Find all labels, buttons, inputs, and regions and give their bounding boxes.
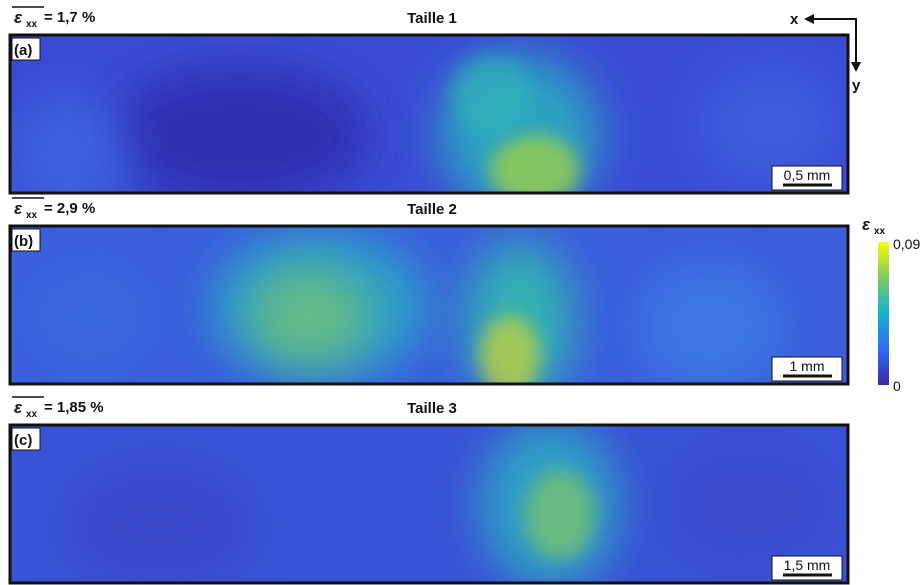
strain-region (525, 470, 595, 560)
strain-subscript: xx (26, 210, 38, 221)
colorbar-symbol: ε (862, 215, 871, 234)
strain-region (70, 465, 250, 583)
scale-label: 1,5 mm (784, 557, 831, 573)
strain-region (700, 65, 840, 185)
panel-label: (a) (14, 42, 32, 59)
strain-map (10, 35, 848, 193)
panel-label-box (11, 228, 41, 252)
scale-label: 0,5 mm (784, 167, 831, 183)
scale-label: 1 mm (790, 358, 825, 374)
panel-frame (8, 423, 850, 585)
panel-label-box (11, 37, 41, 61)
strain-region (450, 55, 530, 135)
strain-value: = 1,7 % (44, 9, 95, 26)
panel-frame (8, 224, 850, 386)
colorbar: ε xx 0,09 0 (862, 215, 920, 394)
panel: (a) ε xx = 1,7 % Taille 1 0,5 mm (8, 6, 850, 195)
strain-region (480, 316, 540, 384)
colorbar-max: 0,09 (893, 236, 920, 252)
panel: (c) ε xx = 1,85 % Taille 3 1,5 mm (8, 396, 850, 585)
panel: (b) ε xx = 2,9 % Taille 2 1 mm (8, 197, 850, 386)
strain-region (660, 435, 840, 575)
axis-x-label: x (790, 11, 799, 28)
strain-subscript: xx (26, 19, 38, 30)
strain-region (110, 65, 370, 193)
strain-symbol: ε (14, 199, 23, 218)
strain-symbol: ε (14, 8, 23, 27)
strain-region (20, 256, 160, 376)
strain-region (490, 135, 580, 193)
strain-region (250, 266, 370, 366)
axis-y-label: y (852, 77, 861, 94)
panel-title: Taille 2 (407, 201, 457, 218)
panel-label: (c) (14, 432, 32, 449)
axis-indicator: x y (790, 11, 861, 94)
strain-value: = 2,9 % (44, 200, 95, 217)
colorbar-min: 0 (893, 378, 901, 394)
strain-value: = 1,85 % (44, 399, 104, 416)
strain-map (10, 226, 848, 384)
colorbar-subscript: xx (874, 226, 886, 237)
strain-subscript: xx (26, 409, 38, 420)
colorbar-gradient (878, 242, 889, 385)
panel-title: Taille 3 (407, 400, 457, 417)
panel-label-box (11, 427, 41, 451)
panel-label: (b) (14, 233, 33, 250)
panel-title: Taille 1 (407, 10, 457, 27)
strain-symbol: ε (14, 398, 23, 417)
panel-frame (8, 33, 850, 195)
strain-region (640, 266, 780, 384)
strain-map (10, 425, 848, 583)
strain-region (10, 95, 130, 193)
